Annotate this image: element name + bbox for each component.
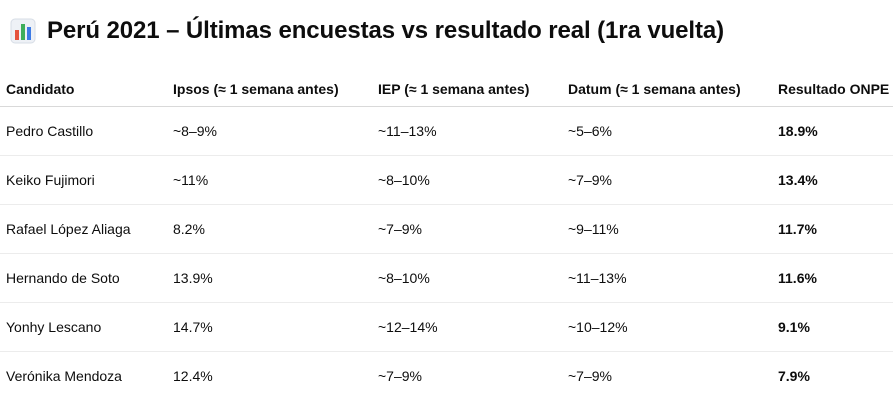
cell-datum: ~10–12%: [562, 302, 772, 352]
cell-datum: ~5–6%: [562, 106, 772, 156]
cell-ipsos: 14.7%: [167, 302, 372, 352]
cell-ipsos: 13.9%: [167, 253, 372, 303]
cell-onpe: 13.4%: [772, 155, 893, 205]
cell-ipsos: 12.4%: [173, 368, 213, 384]
heading: Perú 2021 – Últimas encuestas vs resulta…: [10, 14, 724, 48]
table-row: Pedro Castillo ~8–9% ~11–13% ~5–6% 18.9%: [0, 106, 893, 156]
page-title: Perú 2021 – Últimas encuestas vs resulta…: [47, 17, 725, 44]
cell-candidate: Yonhy Lescano: [0, 302, 167, 352]
table-row: Hernando de Soto 13.9% ~8–10% ~11–13% 11…: [0, 253, 893, 303]
cell-candidate: Verónika Mendoza: [6, 368, 122, 384]
cell-iep: ~7–9%: [378, 368, 422, 384]
cell-iep: ~8–10%: [372, 155, 562, 205]
table-row: Keiko Fujimori ~11% ~8–10% ~7–9% 13.4%: [0, 155, 893, 205]
cell-onpe: 18.9%: [772, 106, 893, 156]
cell-iep: ~12–14%: [372, 302, 562, 352]
table-header-row: Candidato Ipsos (≈ 1 semana antes) IEP (…: [0, 58, 893, 107]
cell-ipsos: 8.2%: [167, 204, 372, 254]
column-header-candidate: Candidato: [0, 58, 167, 107]
results-table-container: Candidato Ipsos (≈ 1 semana antes) IEP (…: [0, 58, 893, 400]
cell-datum: ~7–9%: [562, 155, 772, 205]
results-table: Candidato Ipsos (≈ 1 semana antes) IEP (…: [0, 58, 893, 400]
column-header-ipsos: Ipsos (≈ 1 semana antes): [167, 58, 372, 107]
table-row: Rafael López Aliaga 8.2% ~7–9% ~9–11% 11…: [0, 204, 893, 254]
cell-onpe: 9.1%: [772, 302, 893, 352]
cell-candidate: Hernando de Soto: [0, 253, 167, 303]
cell-onpe: 11.6%: [772, 253, 893, 303]
cell-datum: ~11–13%: [562, 253, 772, 303]
cell-iep: ~7–9%: [372, 204, 562, 254]
cell-candidate: Keiko Fujimori: [0, 155, 167, 205]
column-header-onpe: Resultado ONPE: [772, 58, 893, 107]
cell-iep: ~11–13%: [372, 106, 562, 156]
bar-chart-icon: [10, 18, 36, 44]
cell-onpe: 7.9%: [778, 368, 810, 384]
cell-onpe: 11.7%: [772, 204, 893, 254]
cell-candidate: Pedro Castillo: [0, 106, 167, 156]
table-row: Yonhy Lescano 14.7% ~12–14% ~10–12% 9.1%: [0, 302, 893, 352]
cell-iep: ~8–10%: [372, 253, 562, 303]
column-header-datum: Datum (≈ 1 semana antes): [562, 58, 772, 107]
cell-datum: ~9–11%: [562, 204, 772, 254]
cell-candidate: Rafael López Aliaga: [0, 204, 167, 254]
table-row: Verónika Mendoza 12.4% ~7–9% ~7–9% 7.9%: [0, 352, 893, 401]
cell-ipsos: ~11%: [167, 155, 372, 205]
cell-datum: ~7–9%: [568, 368, 612, 384]
column-header-iep: IEP (≈ 1 semana antes): [372, 58, 562, 107]
cell-ipsos: ~8–9%: [167, 106, 372, 156]
